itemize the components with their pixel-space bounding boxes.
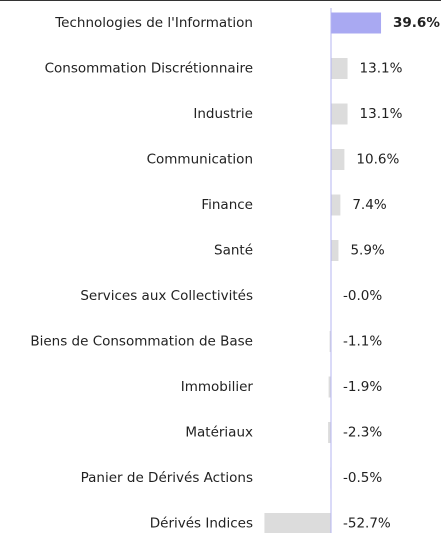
category-label: Industrie xyxy=(193,106,253,122)
category-label: Technologies de l'Information xyxy=(54,15,253,31)
bar xyxy=(328,422,331,443)
category-label: Biens de Consommation de Base xyxy=(30,334,253,350)
value-label: 10.6% xyxy=(356,152,399,168)
value-label: -1.1% xyxy=(343,334,382,350)
value-label: -52.7% xyxy=(343,516,391,532)
bar xyxy=(331,240,339,261)
value-label: -0.0% xyxy=(343,288,382,304)
category-label: Communication xyxy=(147,152,253,168)
category-label: Matériaux xyxy=(185,425,253,441)
value-label: 39.6% xyxy=(393,15,440,31)
bar xyxy=(331,103,348,125)
value-label: 7.4% xyxy=(352,197,386,213)
bar xyxy=(331,194,341,216)
value-label: -0.5% xyxy=(343,470,382,486)
category-label: Panier de Dérivés Actions xyxy=(81,470,253,486)
bar xyxy=(331,58,348,79)
value-label: 13.1% xyxy=(360,61,403,77)
bar xyxy=(331,12,382,34)
category-label: Consommation Discrétionnaire xyxy=(45,61,253,77)
bar xyxy=(331,149,345,170)
value-label: 13.1% xyxy=(360,106,403,122)
bar xyxy=(264,513,331,533)
value-label: -2.3% xyxy=(343,425,382,441)
category-label: Dérivés Indices xyxy=(150,516,253,532)
value-label: -1.9% xyxy=(343,379,382,395)
category-label: Finance xyxy=(201,197,253,213)
bar xyxy=(328,376,331,398)
category-label: Services aux Collectivités xyxy=(80,288,253,304)
value-label: 5.9% xyxy=(350,243,384,259)
category-label: Santé xyxy=(214,243,253,259)
bar xyxy=(329,331,331,352)
category-label: Immobilier xyxy=(181,379,254,395)
